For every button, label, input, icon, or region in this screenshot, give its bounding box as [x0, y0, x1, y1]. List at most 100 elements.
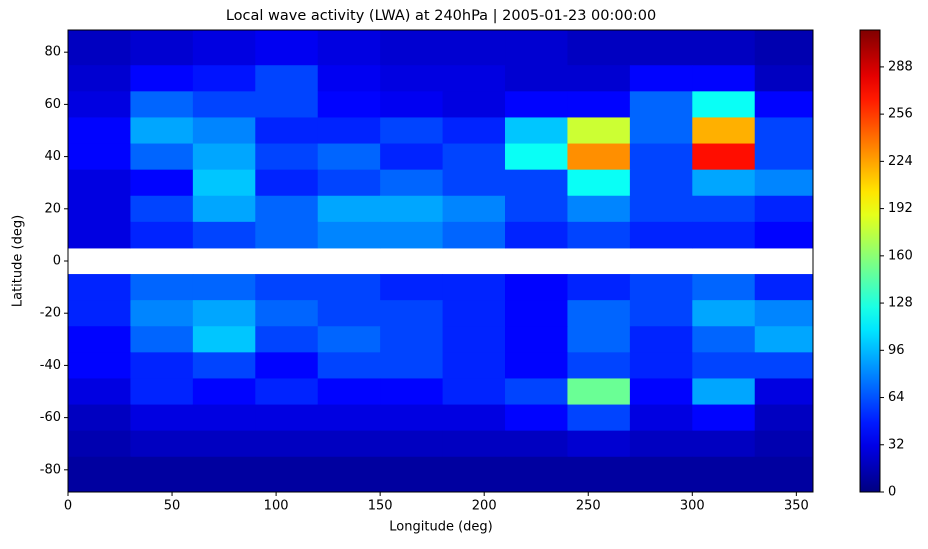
heat-cell: [317, 169, 381, 197]
heat-cell: [68, 378, 131, 406]
heat-cell: [68, 352, 131, 379]
heat-cell: [567, 117, 631, 145]
heat-cell: [380, 65, 444, 92]
heat-cell: [692, 274, 756, 301]
heat-cell: [130, 404, 194, 432]
heat-cell: [505, 326, 568, 353]
x-axis-label: Longitude (deg): [389, 520, 492, 535]
heat-cell: [754, 378, 814, 406]
heat-cell: [629, 326, 693, 353]
heat-cell: [629, 430, 693, 458]
x-tick-label: 250: [576, 499, 601, 514]
heat-cell: [380, 117, 444, 145]
colorbar-tick-label: 256: [888, 107, 913, 122]
heat-cell: [130, 143, 194, 171]
heat-cell: [629, 300, 693, 327]
heat-cell: [567, 221, 631, 249]
heat-cell: [567, 274, 631, 301]
heat-cell: [629, 169, 693, 197]
y-tick-label: -80: [40, 462, 61, 477]
heat-cell: [442, 326, 506, 353]
heat-cell: [255, 91, 319, 118]
heat-cell: [192, 274, 256, 301]
heat-cell: [567, 169, 631, 197]
heat-cell: [255, 404, 319, 432]
heat-cell: [380, 404, 444, 432]
heat-cell: [317, 378, 381, 406]
heat-cell: [505, 300, 568, 327]
heat-cell: [442, 65, 506, 92]
heat-cell: [317, 404, 381, 432]
colorbar-tick-label: 32: [888, 437, 905, 452]
heat-cell: [255, 456, 319, 493]
heat-cell: [68, 456, 131, 493]
heat-cell: [442, 430, 506, 458]
heat-cell: [380, 326, 444, 353]
colorbar-tick-label: 0: [888, 485, 896, 500]
heat-cell: [505, 404, 568, 432]
heat-cell: [754, 300, 814, 327]
heat-cell: [192, 300, 256, 327]
heat-cell: [505, 274, 568, 301]
heat-cell: [505, 169, 568, 197]
heat-cell: [442, 30, 506, 66]
heat-cell: [255, 117, 319, 145]
heat-cell: [255, 352, 319, 379]
heat-cell: [130, 195, 194, 223]
heat-cell: [692, 143, 756, 171]
heat-cell: [68, 117, 131, 145]
heat-cell: [754, 456, 814, 493]
heat-cell: [567, 430, 631, 458]
heat-cell: [567, 378, 631, 406]
heat-cell: [754, 91, 814, 118]
heat-cell: [567, 65, 631, 92]
heat-cell: [130, 169, 194, 197]
heat-cell: [130, 300, 194, 327]
heat-cell: [130, 456, 194, 493]
heat-cell: [380, 91, 444, 118]
colorbar-tick-label: 96: [888, 343, 905, 358]
heat-cell: [692, 169, 756, 197]
heat-cell: [754, 326, 814, 353]
x-tick-label: 100: [264, 499, 289, 514]
heat-cell: [629, 274, 693, 301]
heat-cell: [192, 221, 256, 249]
heat-cell: [317, 221, 381, 249]
heat-cell: [505, 352, 568, 379]
heat-cell: [442, 456, 506, 493]
heat-cell: [255, 65, 319, 92]
heat-cell: [192, 91, 256, 118]
heat-cell: [192, 326, 256, 353]
heat-cell: [692, 65, 756, 92]
heat-cell: [442, 143, 506, 171]
heat-cell: [317, 352, 381, 379]
heat-cell: [317, 326, 381, 353]
heat-cell: [68, 65, 131, 92]
heat-cell: [505, 91, 568, 118]
heat-cell: [130, 117, 194, 145]
heat-cell: [442, 352, 506, 379]
heat-cell: [317, 30, 381, 66]
heat-cell: [192, 378, 256, 406]
heat-cell: [68, 326, 131, 353]
y-tick-label: -60: [40, 410, 61, 425]
heat-cell: [192, 404, 256, 432]
heat-cell: [317, 117, 381, 145]
heat-cell: [380, 352, 444, 379]
heat-cell: [754, 430, 814, 458]
heat-cell: [130, 274, 194, 301]
heat-cell: [505, 456, 568, 493]
heat-cell: [130, 430, 194, 458]
heat-cell: [255, 169, 319, 197]
heat-cell: [130, 221, 194, 249]
heat-cell: [380, 143, 444, 171]
heat-cell: [380, 300, 444, 327]
heat-cell: [567, 195, 631, 223]
heat-cell: [505, 195, 568, 223]
heat-cell: [68, 430, 131, 458]
heat-cell: [505, 30, 568, 66]
heat-cell: [505, 143, 568, 171]
heat-cell: [317, 195, 381, 223]
heat-cell: [567, 91, 631, 118]
heat-cell: [442, 91, 506, 118]
